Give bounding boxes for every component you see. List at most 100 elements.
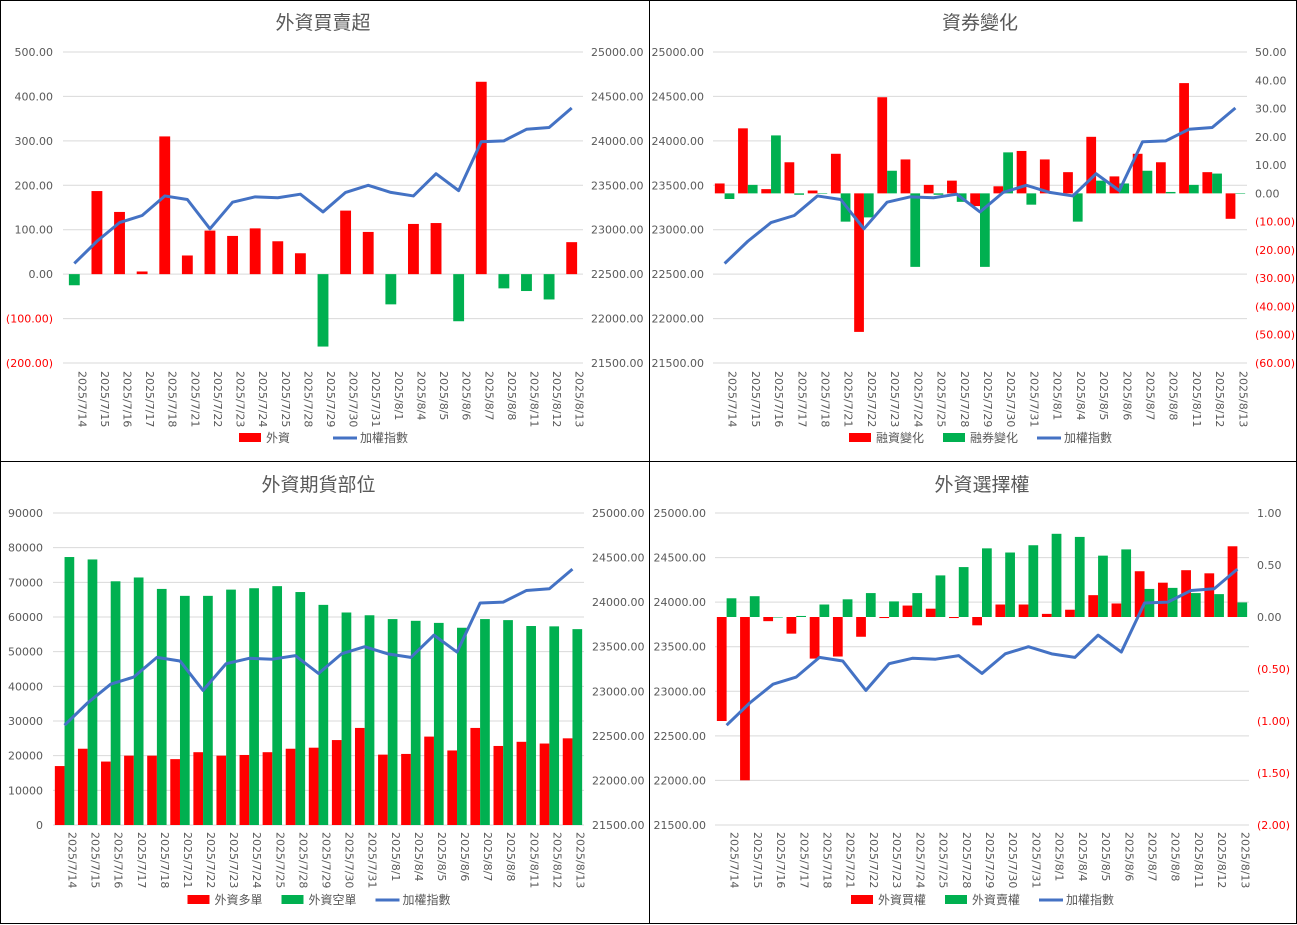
x-tick-label: 2025/7/17 (797, 832, 810, 888)
left-axis-tick-label: 80000 (8, 542, 43, 555)
left-axis-tick-label: 25000.00 (654, 507, 707, 520)
bar-外資多單-2025/7/18 (147, 755, 157, 825)
right-axis-tick-label: 1.00 (1257, 507, 1282, 520)
bar-外資-2025/7/18 (159, 136, 171, 275)
x-tick-label: 2025/8/13 (573, 371, 586, 427)
chart-panel-options: 外資選擇權 25000.00 24500.00 24000.00 23500.00 230… (649, 461, 1297, 924)
bar-外資多單-2025/7/28 (285, 748, 296, 825)
bar-外資空單-2025/7/14 (64, 557, 75, 825)
bar-外資多單-2025/7/31 (354, 727, 365, 825)
bar-融券變化-2025/7/31 (1026, 193, 1037, 205)
left-axis-tick-label: 21500.00 (652, 357, 705, 370)
x-tick-label: 2025/7/31 (1027, 371, 1040, 427)
bar-外資-2025/7/14 (68, 274, 80, 286)
bar-外資空單-2025/8/1 (387, 619, 398, 825)
right-axis-tick-label: 24000.00 (591, 135, 644, 148)
x-tick-label: 2025/7/21 (188, 371, 201, 427)
x-tick-label: 2025/7/24 (250, 832, 263, 888)
bar-外資多單-2025/8/11 (516, 741, 527, 825)
x-tick-label: 2025/7/21 (181, 832, 194, 888)
x-tick-label: 2025/8/11 (527, 832, 540, 888)
bar-融資變化-2025/7/22 (854, 193, 864, 332)
x-tick-label: 2025/8/4 (414, 371, 427, 420)
left-axis-tick-label: 24000.00 (652, 135, 705, 148)
bar-融資變化-2025/7/31 (1016, 150, 1027, 194)
bar-外資空單-2025/8/5 (433, 622, 444, 825)
bar-外資空單-2025/7/17 (133, 577, 144, 825)
x-tick-label: 2025/7/30 (1006, 832, 1019, 888)
bar-外資空單-2025/7/24 (249, 588, 259, 825)
x-tick-label: 2025/8/5 (1099, 832, 1112, 881)
x-tick-label: 2025/7/24 (256, 371, 269, 427)
bar-外資空單-2025/7/25 (272, 586, 283, 825)
x-tick-label: 2025/8/12 (1215, 832, 1228, 888)
bar-外資買權-2025/7/30 (995, 604, 1006, 617)
bar-外資多單-2025/7/15 (77, 748, 88, 825)
bar-外資賣權-2025/7/28 (958, 567, 969, 617)
x-tick-label: 2025/7/18 (166, 371, 179, 427)
x-tick-label: 2025/7/16 (774, 832, 787, 888)
bar-外資-2025/7/31 (362, 231, 374, 275)
x-tick-label: 2025/7/28 (958, 371, 971, 427)
bar-外資空單-2025/7/31 (364, 615, 375, 825)
bar-融券變化-2025/7/15 (747, 184, 758, 194)
bar-外資多單-2025/7/17 (124, 755, 134, 825)
x-tick-label: 2025/7/23 (227, 832, 240, 888)
bar-外資空單-2025/7/30 (341, 612, 352, 825)
x-tick-label: 2025/7/28 (296, 832, 309, 888)
x-tick-label: 2025/8/1 (1051, 371, 1064, 420)
bar-外資-2025/7/17 (136, 271, 148, 275)
legend-label: 加權指數 (403, 892, 451, 907)
bar-融資變化-2025/8/6 (1109, 176, 1120, 194)
bar-融資變化-2025/8/4 (1063, 172, 1073, 194)
left-axis-tick-label: 23000.00 (652, 224, 705, 237)
right-axis-tick-label: 0.00 (1255, 187, 1280, 200)
x-tick-label: 2025/7/30 (347, 371, 360, 427)
legend-label: 加權指數 (1066, 892, 1114, 907)
left-axis-tick-label: 24500.00 (652, 90, 705, 103)
right-axis-tick-label: (40.00) (1255, 300, 1295, 313)
left-axis-tick-label: 22000.00 (654, 774, 707, 787)
bar-外資賣權-2025/7/16 (773, 617, 783, 618)
bar-外資買權-2025/8/1 (1041, 613, 1052, 617)
bar-融券變化-2025/7/22 (863, 193, 874, 218)
left-axis-tick-label: 400.00 (15, 90, 54, 103)
x-tick-label: 2025/8/7 (1146, 832, 1159, 881)
chart-foreign-net: 外資買賣超 500.00 400.00 300.00 200.00 100.00 0.00 (… (6, 12, 644, 445)
left-axis-tick-label: 23000.00 (654, 685, 707, 698)
bar-外資買權-2025/7/28 (949, 617, 959, 619)
right-axis-tick-label: 25000.00 (592, 507, 645, 520)
bar-融券變化-2025/7/29 (980, 193, 990, 267)
bar-融資變化-2025/7/24 (900, 159, 911, 194)
right-axis-tick-label: (0.50) (1257, 663, 1290, 676)
right-axis-tick-label: 0.00 (1257, 611, 1282, 624)
bar-外資買權-2025/7/25 (925, 608, 936, 617)
x-tick-label: 2025/7/21 (842, 371, 855, 427)
x-tick-label: 2025/7/15 (89, 832, 102, 888)
bar-外資-2025/7/25 (272, 241, 284, 275)
x-tick-label: 2025/7/28 (960, 832, 973, 888)
bar-外資空單-2025/7/15 (87, 559, 98, 825)
legend-label: 外資多單 (215, 893, 263, 907)
right-axis-tick-label: 23500.00 (592, 641, 645, 654)
left-axis-tick-label: 0 (36, 819, 43, 832)
bar-融券變化-2025/7/23 (887, 170, 897, 194)
right-axis-tick-label: 22500.00 (592, 730, 645, 743)
bar-外資多單-2025/8/8 (493, 745, 504, 825)
bar-外資-2025/8/4 (408, 223, 419, 275)
bar-外資賣權-2025/7/14 (726, 598, 737, 617)
line-加權指數 (63, 568, 574, 727)
left-axis-tick-label: 25000.00 (652, 46, 705, 59)
left-axis-tick-label: (100.00) (6, 313, 53, 326)
bar-融券變化-2025/8/11 (1188, 184, 1199, 194)
x-tick-label: 2025/7/14 (726, 371, 739, 427)
bar-外資多單-2025/8/5 (424, 736, 434, 825)
legend-label: 加權指數 (1064, 430, 1112, 445)
legend-label: 加權指數 (360, 430, 408, 445)
bar-外資買權-2025/7/16 (763, 617, 774, 622)
x-tick-label: 2025/7/22 (865, 371, 878, 427)
bar-外資多單-2025/8/12 (539, 743, 550, 825)
bar-融券變化-2025/7/14 (724, 193, 735, 200)
right-axis-tick-label: (50.00) (1255, 329, 1295, 342)
bar-外資空單-2025/8/6 (457, 627, 467, 825)
